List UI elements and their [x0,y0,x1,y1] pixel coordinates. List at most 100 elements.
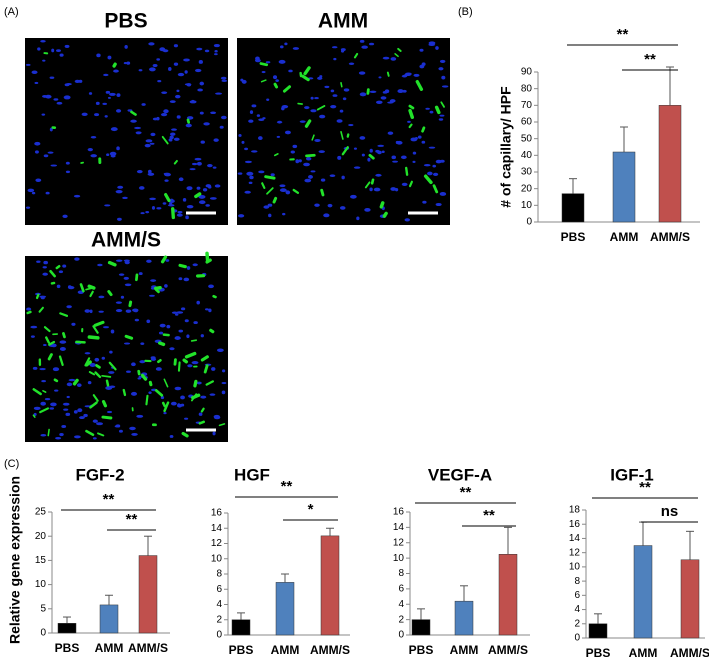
nucleus [144,143,151,148]
nucleus [367,157,371,162]
capillary [160,255,168,264]
nucleus [439,59,446,63]
x-tick-label: PBS [586,646,611,660]
nucleus [251,104,257,108]
x-tick-label: AMM/S [488,643,528,657]
nucleus [178,177,184,182]
nucleus [391,155,397,160]
nucleus [285,190,291,195]
nucleus [59,432,64,437]
nucleus [149,142,155,145]
nucleus [196,381,202,385]
significance-label: ** [639,479,651,496]
nucleus [164,284,168,288]
capillary [55,265,61,270]
nucleus [262,117,266,120]
nucleus [44,397,51,401]
nucleus [173,44,179,48]
capillary [353,52,359,59]
nucleus [257,136,263,141]
y-tick-label: 10 [569,562,581,573]
nucleus [410,137,418,142]
nucleus [152,117,158,121]
nucleus [185,123,192,128]
nucleus [324,85,330,89]
capillary [193,379,198,388]
nucleus [292,144,298,149]
nucleus [327,203,333,208]
y-tick-label: 6 [216,584,222,595]
nucleus [412,151,417,155]
nucleus [177,72,185,77]
y-tick-label: 20 [35,531,47,542]
nucleus [186,334,190,339]
capillary [408,108,415,120]
capillary [311,134,315,141]
capillary [89,290,94,298]
nucleus [207,164,213,168]
chart-title: VEGF-A [428,465,492,484]
nucleus [221,79,228,82]
nucleus [343,88,350,92]
x-tick-label: AMM [629,646,658,660]
capillary [85,360,92,367]
nucleus [90,135,97,139]
nucleus [339,206,346,210]
nucleus [177,210,183,214]
nucleus [439,159,445,163]
nucleus [308,175,313,179]
nucleus [183,277,190,282]
capillary [173,159,178,165]
nucleus [303,162,310,167]
nucleus [67,286,75,290]
chart-title: FGF-2 [75,465,124,484]
nucleus [284,42,288,46]
nucleus [195,68,202,73]
capillary [205,380,214,386]
nucleus [261,70,266,74]
nucleus [109,385,116,389]
nucleus [176,213,183,217]
bar [498,554,518,636]
image-title: PBS [104,10,147,33]
capillary [75,340,86,344]
nucleus [63,95,71,100]
nucleus [220,115,227,120]
nucleus [292,47,300,50]
nucleus [186,205,194,209]
nucleus [197,88,203,92]
nucleus [168,204,175,207]
capillary [178,263,187,269]
nucleus [170,132,176,136]
nucleus [33,406,41,410]
capillary [158,341,166,347]
significance-label: ** [460,484,472,501]
nucleus [184,417,189,420]
capillary [145,394,149,406]
nucleus [263,205,270,209]
nucleus [268,213,272,218]
nucleus [209,393,216,396]
nucleus [432,172,439,176]
nucleus [392,160,399,163]
y-tick-label: 70 [521,100,533,111]
y-tick-label: 0 [40,628,46,639]
capillary [101,400,108,408]
panel-label: (B) [458,6,473,18]
capillary [85,287,93,291]
capillary [200,355,209,362]
nucleus [74,257,80,261]
nucleus [118,429,123,433]
nucleus [189,168,196,171]
capillary [135,273,139,282]
nucleus [30,335,35,338]
capillary [124,334,134,340]
nucleus [122,196,128,200]
y-tick-label: 0 [574,633,580,644]
nucleus [200,395,207,399]
capillary [190,393,198,402]
capillary [272,196,278,204]
nucleus [37,47,41,51]
nucleus [83,413,88,418]
capillary [79,283,85,293]
